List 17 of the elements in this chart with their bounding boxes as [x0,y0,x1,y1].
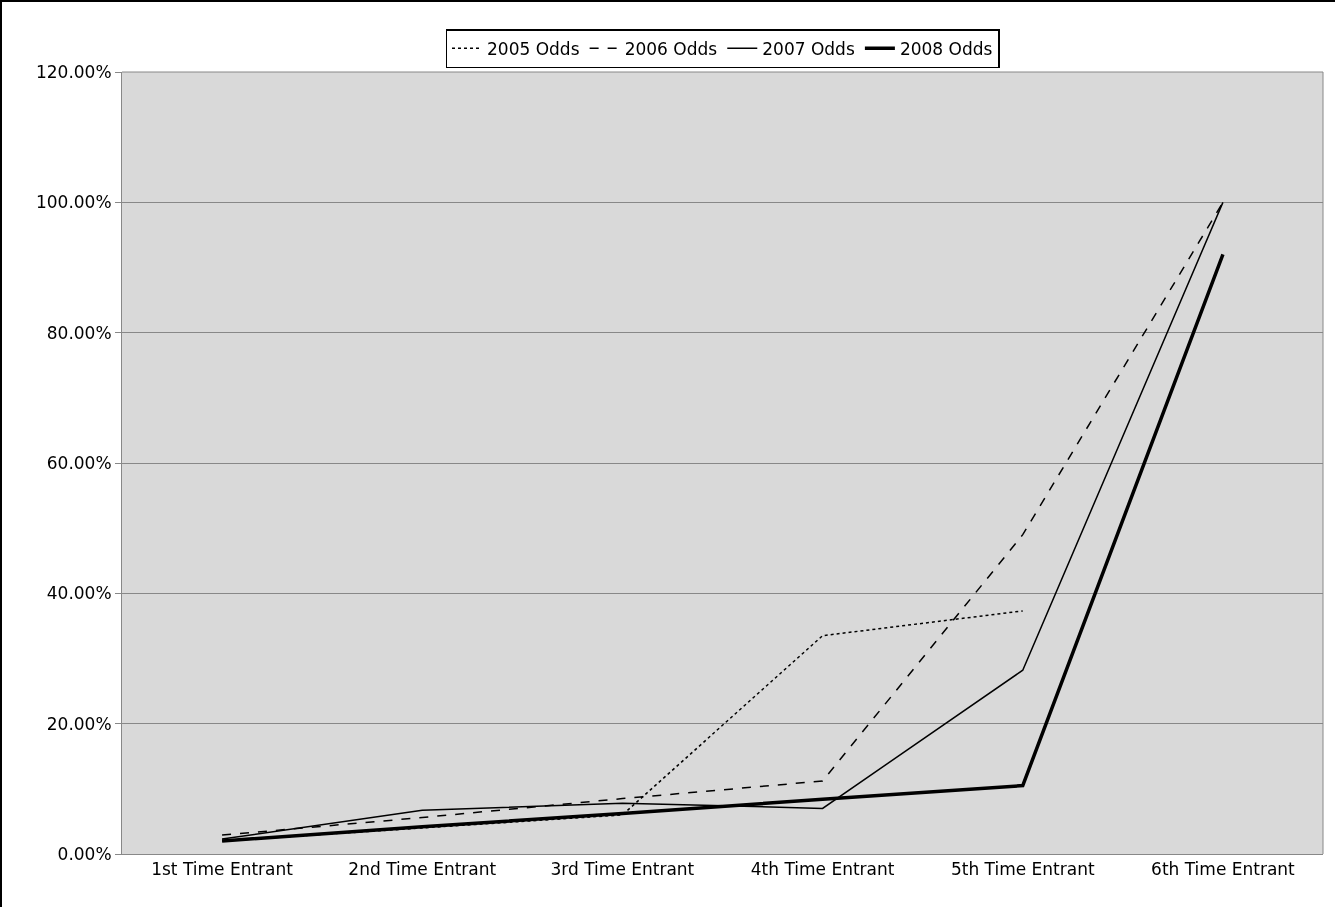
x-tick-label: 5th Time Entrant [950,859,1095,880]
legend-label: 2008 Odds [899,38,993,59]
y-tick-label: 40.00% [46,583,112,604]
x-tick-label: 2nd Time Entrant [348,859,497,880]
x-tick-label: 1st Time Entrant [151,859,294,880]
x-tick-label: 6th Time Entrant [1151,859,1296,880]
y-tick-label: 120.00% [35,61,112,82]
y-tick-label: 0.00% [57,843,112,864]
y-tick-label: 20.00% [46,713,112,734]
legend-label: 2007 Odds [762,38,855,59]
y-tick-label: 60.00% [46,452,112,473]
y-tick-label: 80.00% [46,322,112,343]
legend-label: 2005 Odds [487,38,580,59]
x-tick-label: 4th Time Entrant [750,859,895,880]
x-tick-label: 3rd Time Entrant [550,859,695,880]
y-tick-label: 100.00% [35,192,112,213]
legend-label: 2006 Odds [624,38,718,59]
